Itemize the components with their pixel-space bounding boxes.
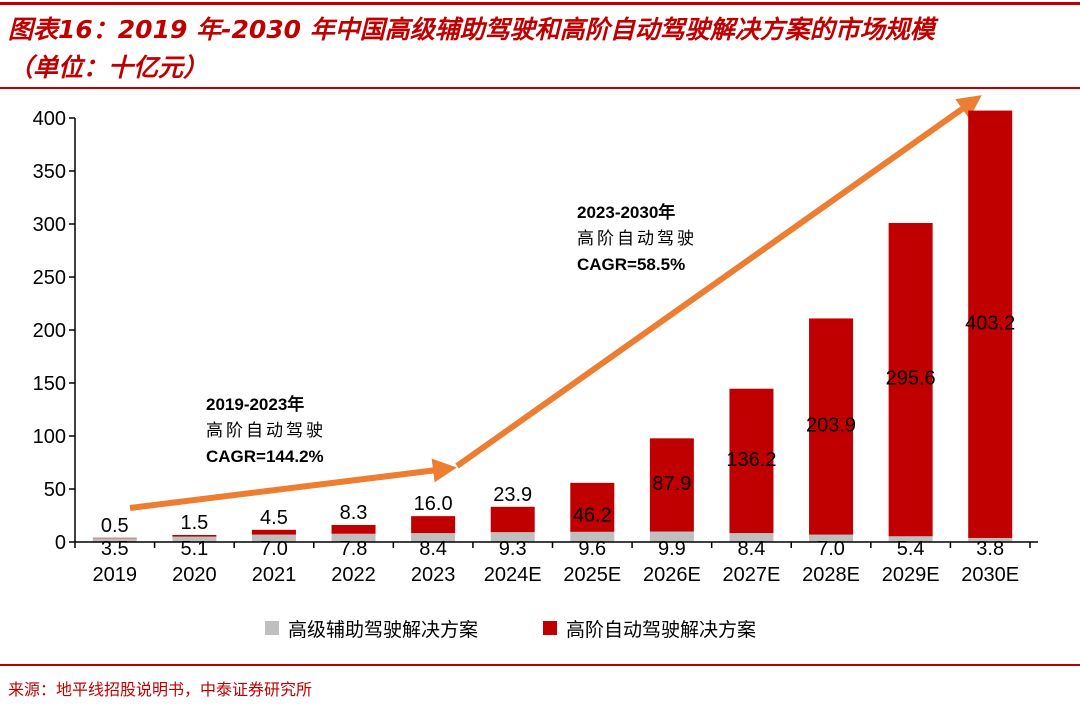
data-label-red: 87.9 <box>652 473 691 495</box>
bar-gray <box>411 533 456 542</box>
y-tick-label: 400 <box>33 108 66 130</box>
growth-arrow-2023-2030 <box>455 95 982 469</box>
data-label-red: 23.9 <box>493 484 532 506</box>
data-label-gray: 9.3 <box>499 538 527 560</box>
x-tick-label: 2025E <box>563 564 621 586</box>
bar-gray <box>570 531 615 542</box>
x-tick-label: 2029E <box>882 564 940 586</box>
bar-red <box>92 537 137 539</box>
bar-gray <box>809 534 854 542</box>
bar-red <box>331 524 376 534</box>
x-tick-label: 2019 <box>93 564 138 586</box>
data-label-red: 8.3 <box>340 502 368 524</box>
data-label-red: 403.2 <box>965 312 1015 334</box>
bar-red <box>649 438 694 532</box>
bar-red <box>888 222 933 537</box>
bar-red <box>968 110 1013 538</box>
growth-arrow-2019-2023 <box>129 458 457 511</box>
x-tick-label: 2030E <box>961 564 1019 586</box>
title-rule <box>0 87 1080 89</box>
bar-red <box>172 535 217 537</box>
source-note: 来源：地平线招股说明书，中泰证券研究所 <box>8 680 313 699</box>
bar-gray <box>968 537 1013 542</box>
annotation-line: 高阶自动驾驶 <box>577 229 697 248</box>
bar-red <box>570 482 615 532</box>
x-tick-label: 2027E <box>723 564 781 586</box>
y-tick-label: 50 <box>44 479 66 501</box>
y-tick-label: 250 <box>33 267 66 289</box>
x-tick-label: 2021 <box>252 564 297 586</box>
bar-gray <box>172 536 217 542</box>
data-label-gray: 5.4 <box>897 538 925 560</box>
bar-red <box>729 388 774 534</box>
y-tick-label: 350 <box>33 161 66 183</box>
bar-red <box>490 506 535 533</box>
bar-gray <box>888 536 933 542</box>
data-label-gray: 3.8 <box>976 538 1004 560</box>
data-label-red: 4.5 <box>260 507 288 529</box>
data-label-red: 46.2 <box>573 504 612 526</box>
chart-title: 图表16：2019 年-2030 年中国高级辅助驾驶和高阶自动驾驶解决方案的市场… <box>8 15 935 44</box>
bar-gray <box>92 538 137 542</box>
y-tick-label: 0 <box>55 532 66 554</box>
legend-label-gray: 高级辅助驾驶解决方案 <box>288 619 478 641</box>
chart-subtitle: （单位：十亿元） <box>8 53 209 82</box>
annotation-line: CAGR=144.2% <box>206 447 324 466</box>
data-label-red: 16.0 <box>414 493 453 515</box>
data-label-red: 136.2 <box>726 449 776 471</box>
data-label-gray: 9.6 <box>578 538 606 560</box>
bar-gray <box>251 534 296 542</box>
data-label-red: 203.9 <box>806 415 856 437</box>
x-tick-label: 2028E <box>802 564 860 586</box>
x-tick-label: 2026E <box>643 564 701 586</box>
annotation-line: 2019-2023年 <box>206 394 304 414</box>
x-tick-label: 2024E <box>484 564 542 586</box>
data-label-red: 295.6 <box>886 368 936 390</box>
legend-swatch-gray <box>265 621 279 635</box>
annotation-line: 高阶自动驾驶 <box>206 421 326 440</box>
data-label-gray: 8.4 <box>419 538 447 560</box>
bar-red <box>411 516 456 534</box>
bar-red <box>251 529 296 535</box>
data-label-gray: 3.5 <box>101 538 129 560</box>
data-label-gray: 7.0 <box>817 538 845 560</box>
data-label-gray: 7.0 <box>260 538 288 560</box>
y-tick-label: 150 <box>33 373 66 395</box>
bar-gray <box>331 533 376 542</box>
bar-gray <box>729 533 774 542</box>
y-tick-label: 100 <box>33 426 66 448</box>
top-rule <box>0 2 1080 5</box>
x-tick-label: 2023 <box>411 564 456 586</box>
y-tick-label: 200 <box>33 320 66 342</box>
legend-label-red: 高阶自动驾驶解决方案 <box>566 619 756 641</box>
legend-swatch-red <box>543 621 557 635</box>
bar-gray <box>490 532 535 542</box>
annotation-line: CAGR=58.5% <box>577 255 685 274</box>
footer-rule <box>0 664 1080 666</box>
data-label-gray: 8.4 <box>738 538 766 560</box>
annotation-line: 2023-2030年 <box>577 202 675 222</box>
data-label-gray: 5.1 <box>180 538 208 560</box>
x-tick-label: 2020 <box>172 564 217 586</box>
data-label-gray: 9.9 <box>658 538 686 560</box>
x-tick-label: 2022 <box>331 564 376 586</box>
bar-gray <box>649 531 694 542</box>
bar-red <box>809 318 854 535</box>
data-label-gray: 7.8 <box>340 538 368 560</box>
y-tick-label: 300 <box>33 214 66 236</box>
data-label-red: 0.5 <box>101 515 129 537</box>
data-label-red: 1.5 <box>180 512 208 534</box>
